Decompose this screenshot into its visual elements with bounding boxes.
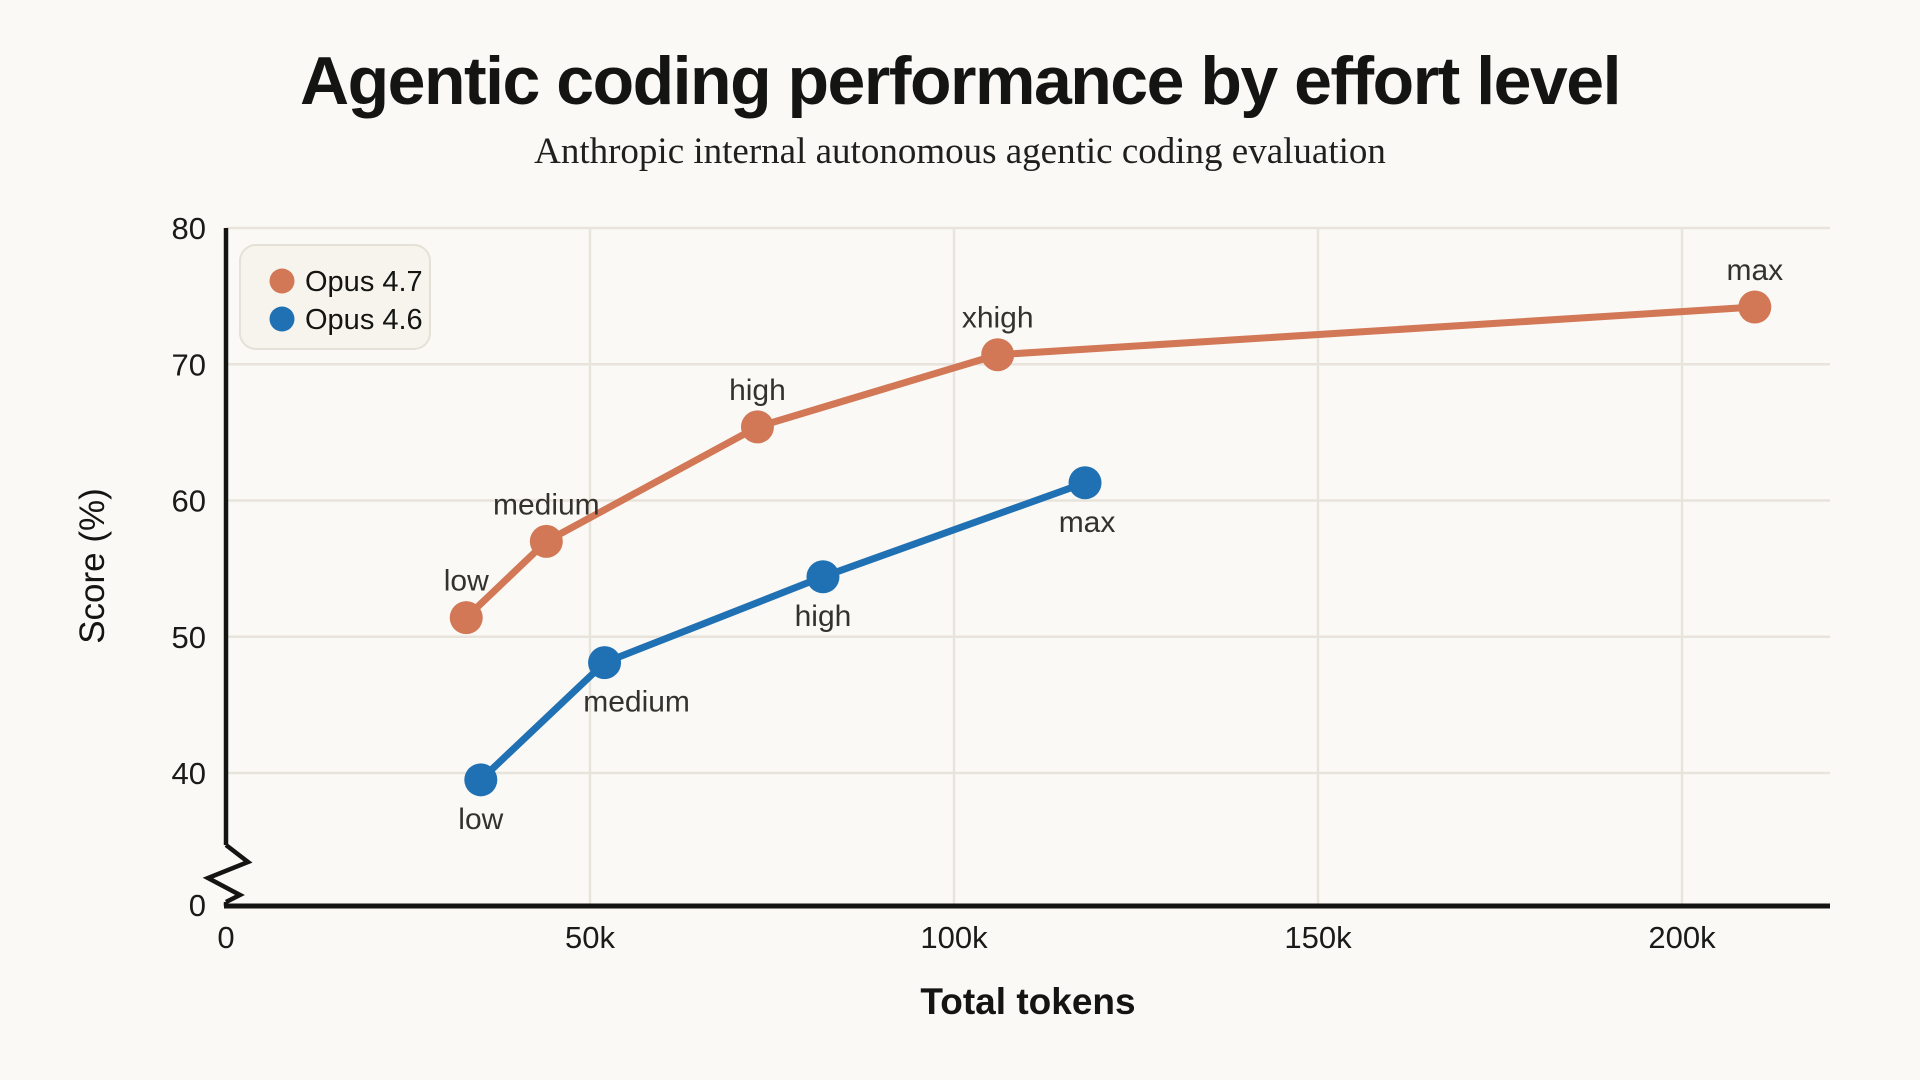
tick-label-y-origin: 0: [189, 888, 206, 923]
data-point: [981, 338, 1015, 372]
series-opus-4-6: low medium high max: [458, 466, 1115, 836]
data-point-label: low: [458, 803, 503, 836]
series-opus-4-7: low medium high xhigh max: [444, 254, 1783, 635]
tick-label-x: 150k: [1284, 920, 1352, 955]
data-point-label: high: [795, 600, 852, 633]
legend-item: Opus 4.7: [269, 266, 423, 298]
tick-label-y: 80: [172, 211, 206, 246]
y-axis-break-icon: [202, 843, 253, 905]
data-point: [1738, 290, 1772, 324]
tick-label-x: 200k: [1648, 920, 1716, 955]
series-line: [462, 303, 1759, 622]
legend-item: Opus 4.6: [269, 304, 423, 336]
data-point: [464, 763, 498, 797]
tick-label-x: 0: [217, 920, 234, 955]
series-line: [477, 479, 1089, 784]
chart-subtitle: Anthropic internal autonomous agentic co…: [534, 131, 1386, 172]
data-point-label: max: [1059, 506, 1116, 539]
legend-swatch-icon: [269, 268, 295, 294]
legend-swatch-icon: [269, 306, 295, 332]
tick-label-y: 70: [172, 347, 206, 382]
chart-title: Agentic coding performance by effort lev…: [300, 43, 1621, 119]
data-point-label: medium: [493, 488, 600, 521]
tick-label-y: 40: [172, 756, 206, 791]
data-point: [588, 646, 622, 680]
tick-label-y: 50: [172, 620, 206, 655]
data-point: [740, 410, 774, 444]
y-axis-label: Score (%): [73, 488, 112, 644]
legend-label: Opus 4.7: [305, 266, 423, 298]
legend: Opus 4.7 Opus 4.6: [239, 244, 431, 350]
data-point: [1068, 466, 1102, 500]
data-point-label: low: [444, 565, 489, 598]
x-axis-label: Total tokens: [920, 981, 1135, 1022]
tick-label-x: 50k: [565, 920, 615, 955]
data-point: [806, 560, 840, 594]
legend-label: Opus 4.6: [305, 304, 423, 336]
data-point-label: high: [729, 374, 786, 407]
tick-label-y: 60: [172, 484, 206, 519]
data-point: [529, 524, 563, 558]
data-point: [449, 601, 483, 635]
tick-label-x: 100k: [920, 920, 988, 955]
data-point-label: xhigh: [962, 302, 1034, 335]
data-point-label: medium: [583, 686, 690, 719]
data-point-label: max: [1726, 254, 1783, 287]
